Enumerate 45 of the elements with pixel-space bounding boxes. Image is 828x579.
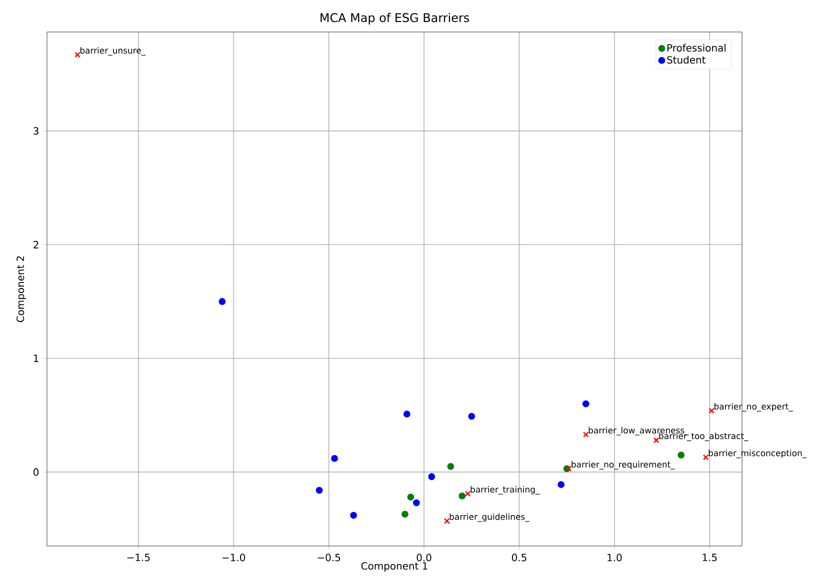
y-tick-label: 1 [34, 354, 38, 362]
y-tick-label: 0 [34, 468, 39, 476]
point [428, 473, 436, 480]
point [678, 452, 685, 458]
point [458, 492, 466, 500]
x-tick-label: 0.5 [512, 554, 526, 562]
y-tick-label: 2 [34, 240, 38, 248]
point [653, 437, 660, 444]
point [582, 400, 590, 408]
point [412, 499, 420, 506]
x-tick-label: 0.0 [416, 554, 432, 562]
point [566, 466, 572, 472]
x-tick-label: −0.5 [318, 554, 340, 562]
point [444, 518, 450, 524]
point [468, 412, 476, 420]
point [403, 410, 410, 418]
x-tick-label: 1.5 [702, 554, 717, 562]
annotation: barrier_unsure_ [80, 47, 146, 56]
x-tick-label: 1.0 [608, 554, 622, 562]
annotation: barrier_no_expert_ [714, 403, 793, 412]
chart-title: MCA Map of ESG Barriers [320, 12, 470, 24]
point [350, 512, 358, 519]
point [447, 462, 454, 470]
annotation: barrier_training_ [470, 486, 540, 494]
point [558, 481, 565, 488]
annotation: barrier_guidelines_ [450, 513, 530, 522]
point [74, 52, 80, 58]
annotation: barrier_no_requirement_ [572, 461, 675, 470]
point [702, 454, 709, 460]
x-axis-title: Component 1 [361, 562, 428, 572]
point [464, 490, 471, 497]
point [218, 298, 226, 305]
point [316, 486, 323, 494]
point [582, 432, 589, 438]
point [402, 510, 408, 518]
annotation: barrier_misconception_ [708, 450, 807, 458]
x-tick-label: −1.0 [222, 554, 246, 562]
x-tick-label: −1.5 [127, 554, 150, 562]
y-axis-title: Component 2 [16, 256, 26, 322]
legend-label: Student [667, 56, 706, 64]
point [708, 408, 714, 414]
point [331, 454, 338, 462]
y-tick-label: 3 [34, 127, 38, 135]
legend-label: Professional [668, 44, 726, 52]
point [407, 494, 414, 501]
